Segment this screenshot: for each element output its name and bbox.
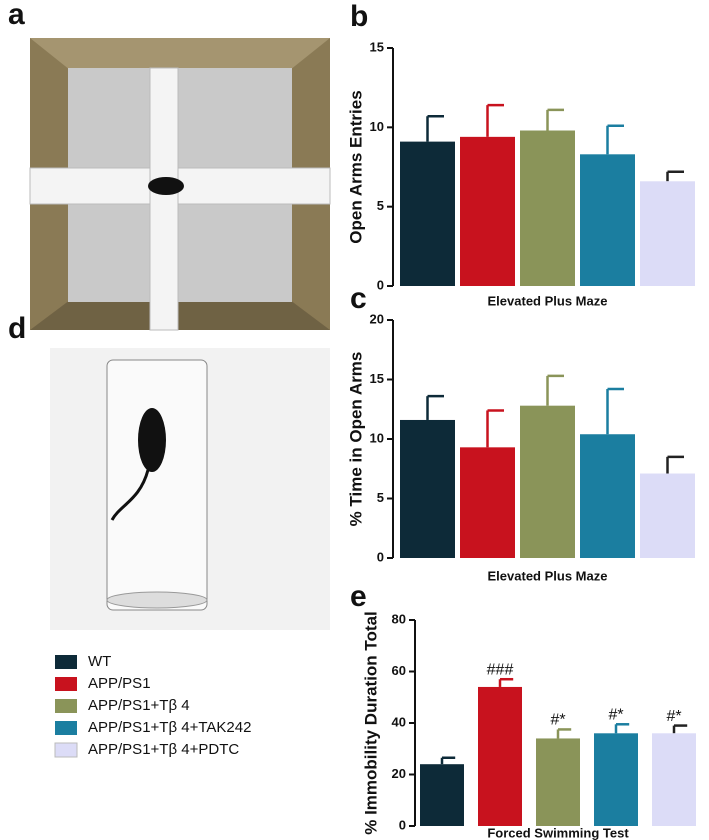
bar (420, 764, 464, 826)
y-tick-label: 40 (392, 714, 406, 729)
y-axis-label: % Time in Open Arms (346, 352, 365, 527)
photo-maze (29, 38, 331, 331)
legend-label: WT (88, 653, 111, 670)
legend-swatch (55, 721, 77, 735)
bar (594, 733, 638, 826)
bar (400, 419, 455, 558)
y-tick-label: 20 (392, 766, 406, 781)
y-tick-label: 15 (370, 371, 384, 386)
legend-swatch (54, 742, 78, 758)
y-tick-label: 0 (377, 549, 384, 564)
legend-label: APP/PS1+Tβ 4+TAK242 (88, 719, 251, 736)
significance-label: #* (666, 708, 681, 725)
bar (460, 447, 515, 558)
bar (460, 136, 515, 286)
legend-swatch (55, 655, 77, 669)
y-tick-label: 60 (392, 663, 406, 678)
bar (536, 738, 580, 826)
bar (580, 434, 635, 558)
y-tick-label: 15 (370, 39, 384, 54)
bar (640, 473, 695, 558)
x-axis-label: Forced Swimming Test (487, 825, 629, 840)
bar (640, 181, 695, 286)
panel-label: b (350, 0, 368, 33)
y-tick-label: 0 (399, 817, 406, 832)
y-tick-label: 0 (377, 277, 384, 292)
legend-label: APP/PS1+Tβ 4 (88, 697, 190, 714)
y-tick-label: 10 (370, 119, 384, 134)
legend-label: APP/PS1+Tβ 4+PDTC (88, 741, 239, 758)
y-tick-label: 5 (377, 490, 384, 505)
bar (580, 154, 635, 286)
bar (652, 733, 696, 826)
y-tick-label: 20 (370, 311, 384, 326)
panel-label: d (8, 312, 26, 345)
y-tick-label: 80 (392, 611, 406, 626)
bar (520, 405, 575, 558)
y-axis-label: % Immobility Duration Total (361, 611, 380, 835)
panel-label: e (350, 580, 367, 613)
y-axis-label: Open Arms Entries (346, 90, 365, 243)
significance-label: ### (487, 661, 514, 678)
significance-label: #* (550, 712, 565, 729)
legend-label: APP/PS1 (88, 675, 151, 692)
photo-swim (50, 348, 330, 630)
bar (520, 130, 575, 286)
x-axis-label: Elevated Plus Maze (488, 568, 608, 583)
y-tick-label: 10 (370, 430, 384, 445)
bar (478, 686, 522, 826)
bar (400, 141, 455, 286)
y-tick-label: 5 (377, 198, 384, 213)
panel-label: a (8, 0, 25, 31)
legend-swatch (55, 677, 77, 691)
panel-label: c (350, 282, 367, 315)
x-axis-label: Elevated Plus Maze (488, 293, 608, 308)
significance-label: #* (608, 707, 623, 724)
legend-swatch (55, 699, 77, 713)
